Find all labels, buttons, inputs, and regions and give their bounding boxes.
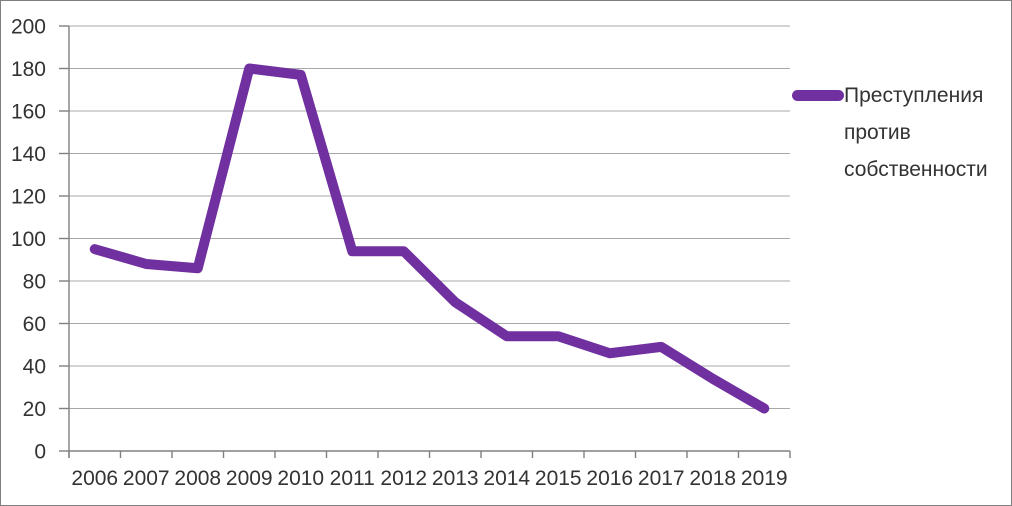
x-axis-label: 2007: [123, 467, 170, 490]
x-axis-label: 2015: [535, 467, 582, 490]
x-axis-label: 2008: [174, 467, 221, 490]
y-axis-label: 40: [23, 356, 46, 379]
legend-line-swatch: [792, 90, 844, 101]
x-axis-label: 2018: [689, 467, 736, 490]
x-axis-label: 2016: [586, 467, 633, 490]
x-axis-label: 2009: [226, 467, 273, 490]
x-axis-label: 2010: [277, 467, 324, 490]
y-axis-label: 20: [23, 398, 46, 421]
y-axis-label: 60: [23, 313, 46, 336]
y-axis-label: 140: [11, 143, 46, 166]
legend-label: Преступления против собственности: [844, 84, 988, 181]
y-axis-label: 120: [11, 186, 46, 209]
y-axis-label: 160: [11, 101, 46, 124]
x-axis-label: 2013: [432, 467, 479, 490]
data-series-line: [89, 63, 770, 414]
legend: Преступления против собственности: [792, 77, 1002, 188]
x-axis-label: 2006: [71, 467, 118, 490]
y-axis-label: 100: [11, 228, 46, 251]
x-axis-label: 2014: [483, 467, 530, 490]
x-axis-label: 2017: [638, 467, 685, 490]
x-axis-label: 2011: [330, 467, 375, 490]
y-axis-label: 0: [34, 441, 46, 464]
y-axis-label: 200: [11, 16, 46, 39]
x-axis-label: 2019: [741, 467, 788, 490]
y-axis-label: 180: [11, 58, 46, 81]
y-axis-label: 80: [23, 271, 46, 294]
x-axis-label: 2012: [380, 467, 427, 490]
